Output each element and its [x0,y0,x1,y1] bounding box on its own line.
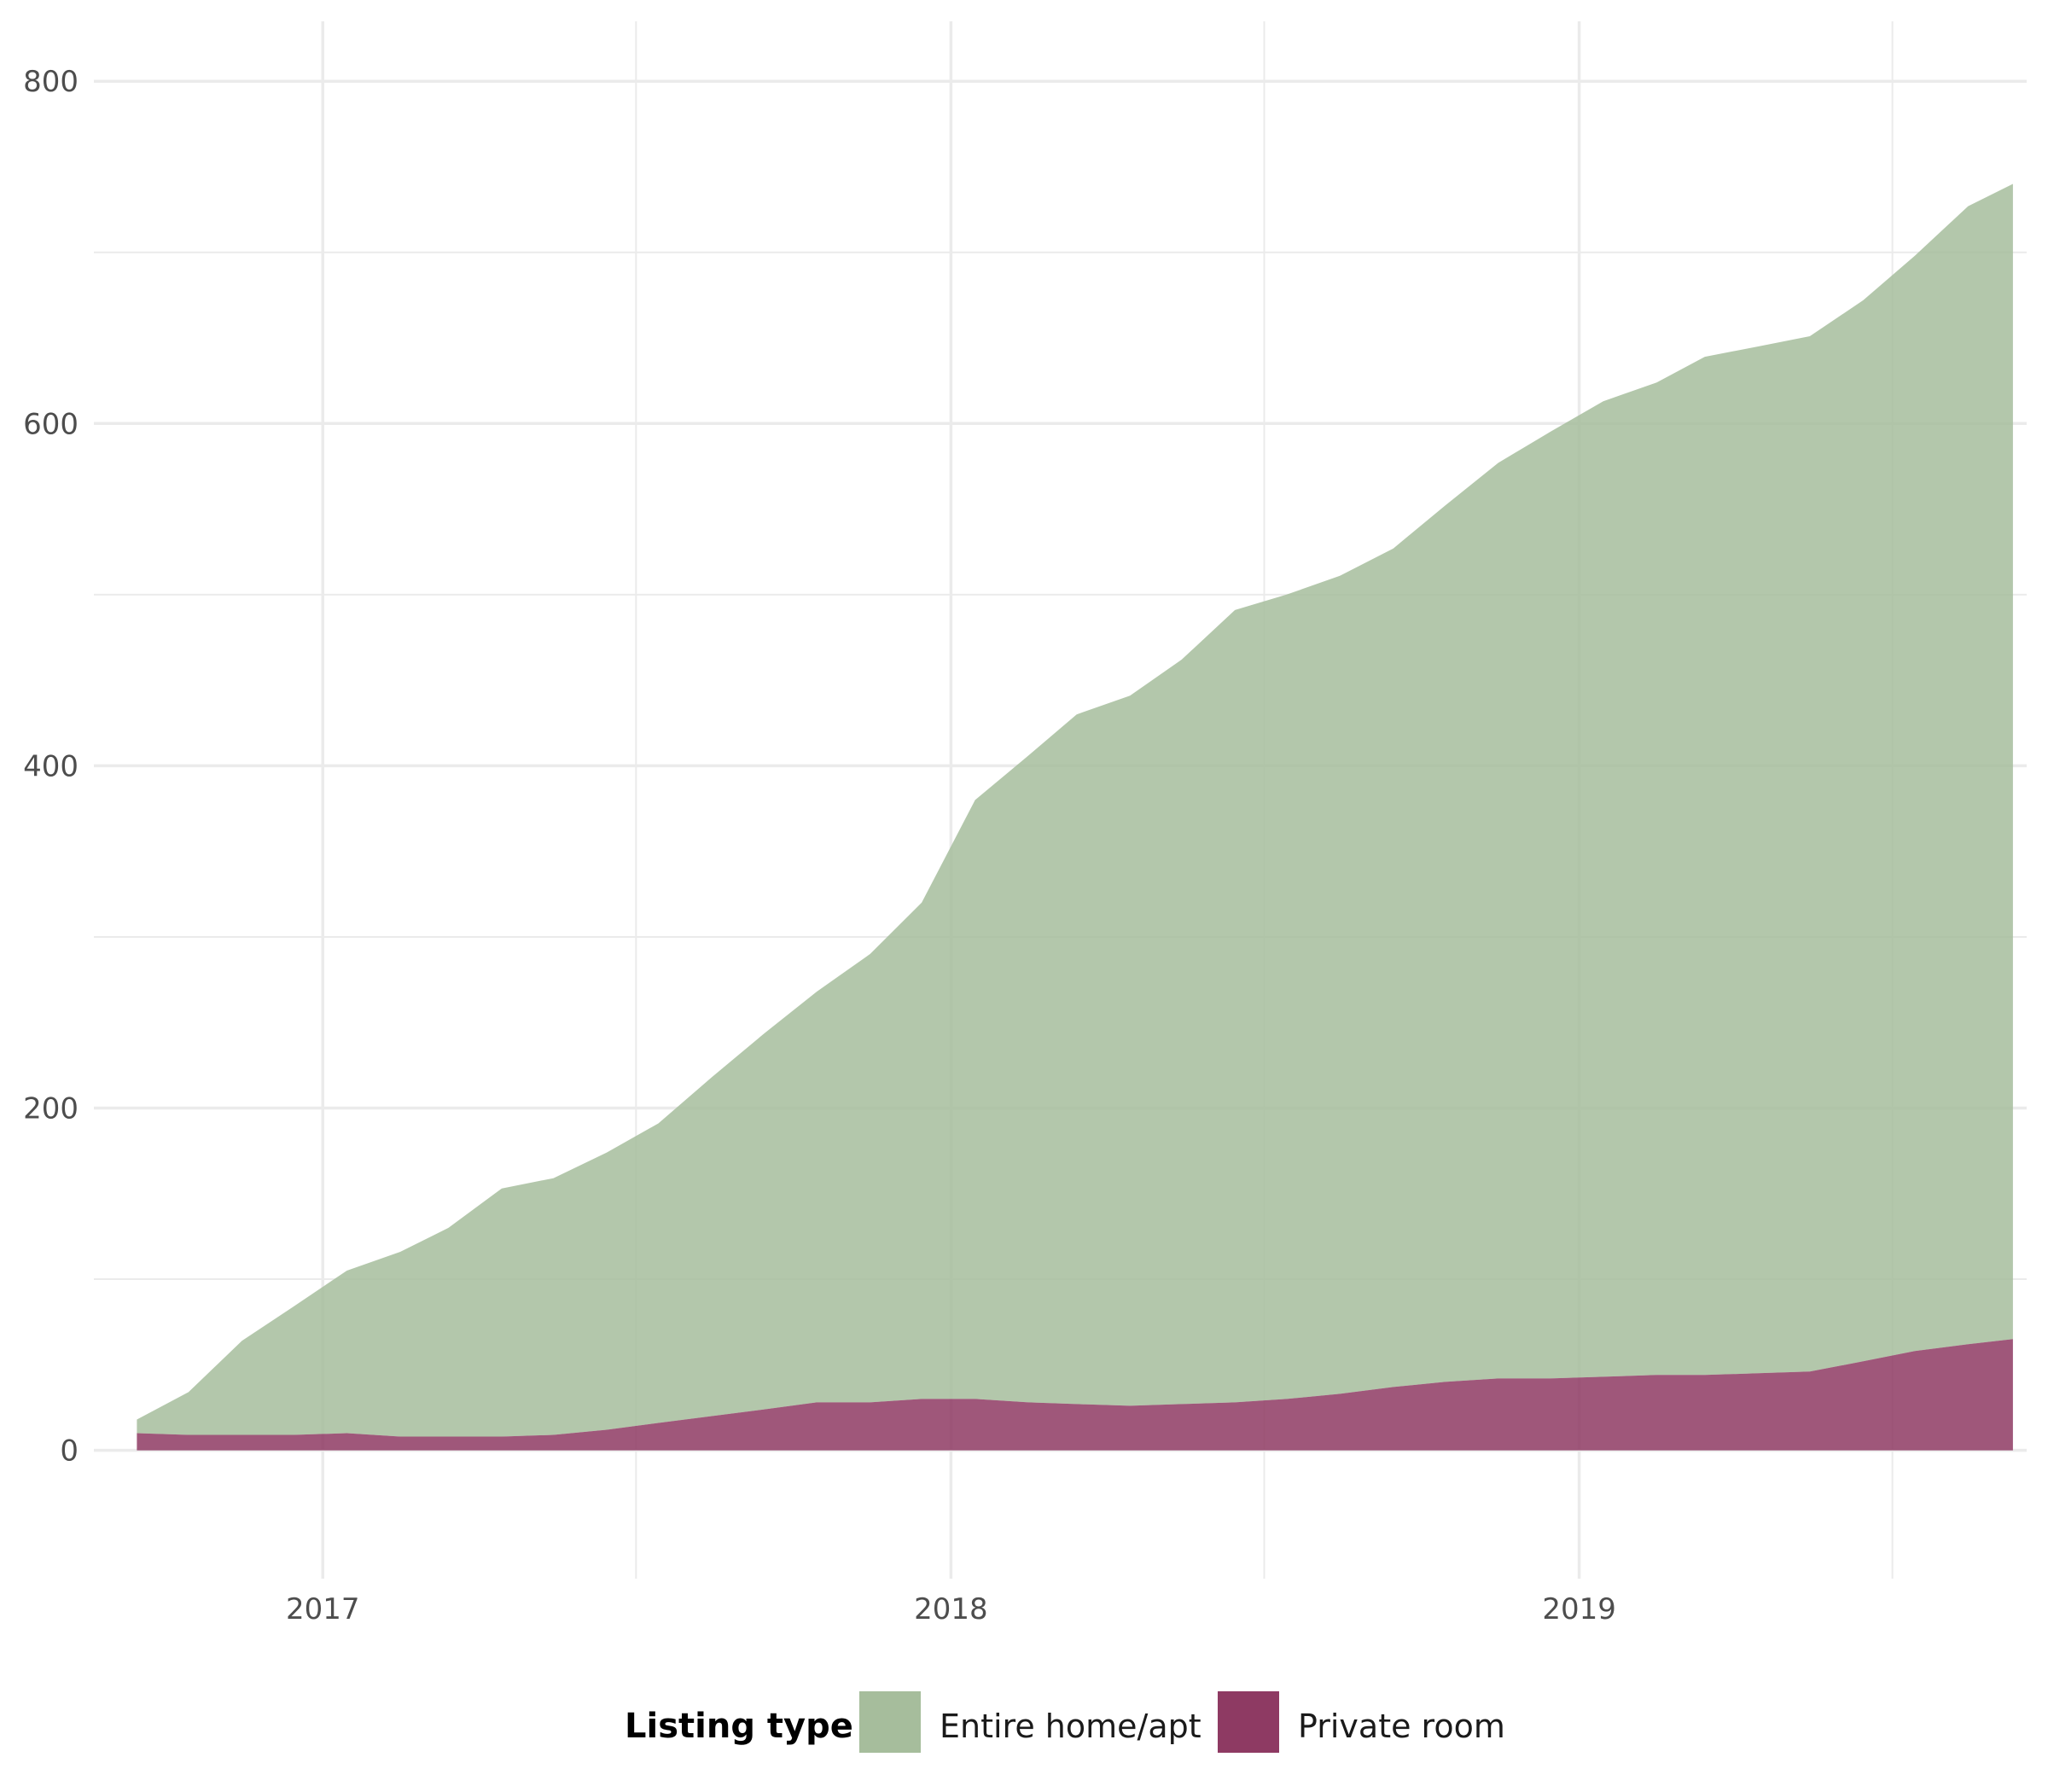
legend-label: Private room [1298,1708,1505,1745]
x-tick-label: 2018 [914,1592,988,1626]
y-tick-label: 600 [23,407,79,441]
area-entire-home-apt [137,183,2013,1437]
y-tick-label: 200 [23,1091,79,1126]
x-tick-label: 2019 [1542,1592,1616,1626]
legend-swatch [859,1691,921,1753]
x-tick-label: 2017 [286,1592,360,1626]
legend-swatch [1218,1691,1279,1753]
y-tick-label: 800 [23,65,79,99]
plot-areas [137,183,2013,1451]
area-private-room [137,1339,2013,1451]
legend-title: Listing type [625,1707,853,1746]
y-tick-label: 400 [23,749,79,783]
legend-label: Entire home/apt [940,1708,1201,1745]
y-tick-label: 0 [60,1434,79,1469]
y-axis: 0 200 400 600 800 [23,65,79,1468]
x-axis: 2017 2018 2019 [286,1592,1616,1626]
legend: Listing type Entire home/apt Private room [625,1691,1505,1753]
